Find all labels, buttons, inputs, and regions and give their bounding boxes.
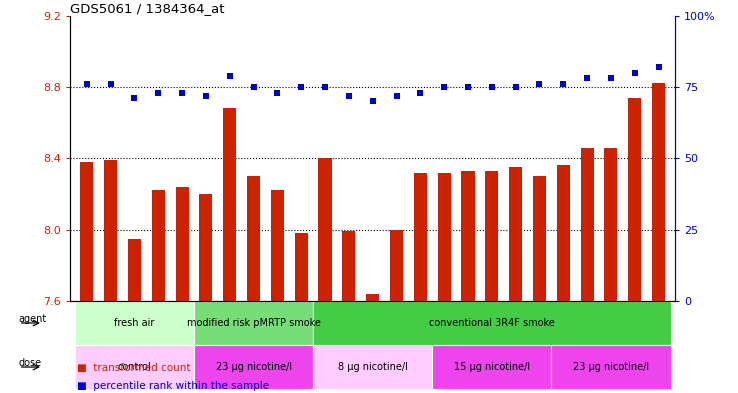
Bar	[414, 173, 427, 301]
Bar	[581, 148, 593, 301]
Bar	[152, 190, 165, 301]
Bar	[313, 301, 671, 345]
Bar	[533, 176, 546, 301]
Bar	[128, 239, 141, 301]
Bar	[438, 173, 451, 301]
Bar	[604, 148, 618, 301]
Bar	[509, 167, 523, 301]
Text: fresh air: fresh air	[114, 318, 155, 328]
Text: 23 μg nicotine/l: 23 μg nicotine/l	[215, 362, 292, 372]
Bar	[294, 233, 308, 301]
Text: modified risk pMRTP smoke: modified risk pMRTP smoke	[187, 318, 320, 328]
Bar	[556, 165, 570, 301]
Bar	[628, 98, 641, 301]
Bar	[104, 160, 117, 301]
Bar	[194, 301, 313, 345]
Bar	[199, 194, 213, 301]
Text: ■  percentile rank within the sample: ■ percentile rank within the sample	[77, 381, 269, 391]
Text: 8 μg nicotine/l: 8 μg nicotine/l	[338, 362, 407, 372]
Bar	[80, 162, 93, 301]
Bar	[223, 108, 236, 301]
Bar	[652, 83, 665, 301]
Text: 15 μg nicotine/l: 15 μg nicotine/l	[454, 362, 530, 372]
Bar	[194, 345, 313, 389]
Text: ■  transformed count: ■ transformed count	[77, 363, 191, 373]
Bar	[390, 230, 403, 301]
Text: control: control	[117, 362, 151, 372]
Text: conventional 3R4F smoke: conventional 3R4F smoke	[429, 318, 555, 328]
Bar	[319, 158, 331, 301]
Bar	[247, 176, 260, 301]
Bar	[75, 301, 194, 345]
Bar	[342, 231, 356, 301]
Bar	[461, 171, 475, 301]
Bar	[551, 345, 671, 389]
Bar	[75, 345, 194, 389]
Text: 23 μg nicotine/l: 23 μg nicotine/l	[573, 362, 649, 372]
Text: dose: dose	[18, 358, 42, 367]
Text: GDS5061 / 1384364_at: GDS5061 / 1384364_at	[70, 2, 224, 15]
Bar	[176, 187, 189, 301]
Bar	[271, 190, 284, 301]
Bar	[432, 345, 551, 389]
Bar	[486, 171, 498, 301]
Bar	[313, 345, 432, 389]
Bar	[366, 294, 379, 301]
Text: agent: agent	[18, 314, 47, 323]
